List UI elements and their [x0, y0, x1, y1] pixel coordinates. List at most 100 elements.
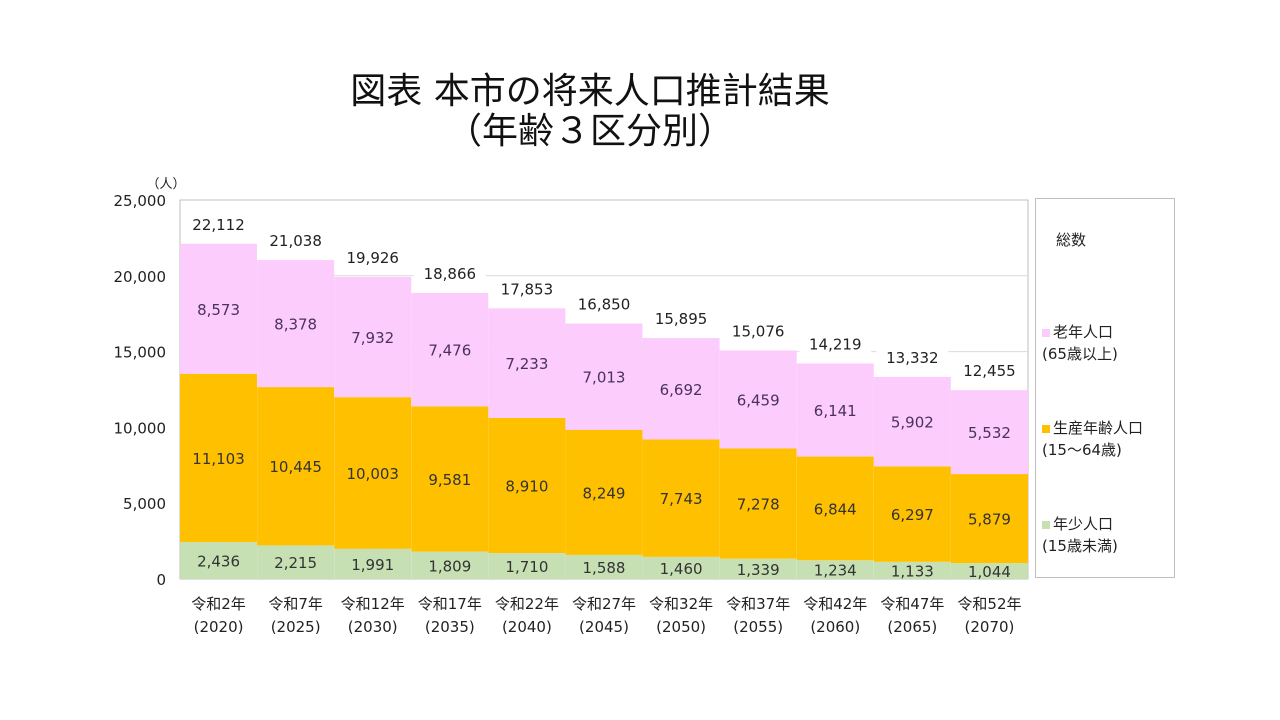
data-label: 7,233	[505, 355, 548, 373]
data-label: 1,460	[660, 560, 703, 578]
legend-label: 生産年齢人口	[1053, 419, 1144, 437]
legend-total-label: 総数	[1056, 231, 1087, 249]
data-label: 11,103	[192, 450, 245, 468]
legend-item-elderly: 老年人口 (65歳以上)	[1042, 321, 1118, 365]
chart-title-line1: 図表 本市の将来人口推計結果	[350, 71, 830, 112]
legend-sublabel: (15〜64歳)	[1042, 441, 1122, 459]
legend-sublabel: (65歳以上)	[1042, 345, 1118, 363]
bar-segment	[411, 292, 489, 407]
total-label: 15,076	[732, 322, 785, 340]
bar-segment	[642, 556, 720, 579]
data-label: 1,133	[891, 562, 934, 580]
bar-segment	[257, 545, 335, 579]
total-label: 15,895	[655, 310, 708, 328]
bar-segment	[873, 376, 951, 467]
data-label: 7,932	[351, 329, 394, 347]
bar-segment	[565, 323, 643, 430]
bar-segment	[565, 554, 643, 579]
data-label: 7,278	[737, 496, 780, 514]
bar-segment	[796, 456, 874, 561]
x-tick-sublabel: (2070)	[965, 618, 1015, 636]
data-label: 2,436	[197, 553, 240, 571]
x-tick-sublabel: (2040)	[502, 618, 552, 636]
data-label: 6,844	[814, 500, 857, 518]
data-label: 9,581	[428, 471, 471, 489]
x-tick-label: 令和2年	[191, 595, 246, 613]
total-label: 14,219	[809, 335, 862, 353]
legend-swatch-elderly	[1042, 328, 1050, 337]
bar-segment	[796, 363, 874, 457]
data-label: 1,588	[583, 559, 626, 577]
bar-segment	[873, 466, 951, 562]
bar-segment	[719, 558, 797, 579]
total-label: 16,850	[578, 296, 631, 314]
bar-segment	[642, 439, 720, 557]
bar-segment	[257, 260, 335, 388]
y-tick-label: 0	[156, 571, 166, 589]
y-tick-label: 10,000	[114, 419, 167, 437]
bar-segment	[257, 387, 335, 546]
x-tick-sublabel: (2045)	[579, 618, 629, 636]
data-label: 7,743	[660, 490, 703, 508]
total-label: 22,112	[192, 216, 245, 234]
data-label: 6,692	[660, 381, 703, 399]
x-tick-sublabel: (2060)	[810, 618, 860, 636]
total-label-bg	[182, 213, 255, 234]
bar-segment	[796, 560, 874, 579]
bar-segment	[565, 429, 643, 555]
data-label: 1,044	[968, 563, 1011, 581]
total-label: 13,332	[886, 349, 939, 367]
data-label: 1,809	[428, 557, 471, 575]
data-label: 1,710	[505, 558, 548, 576]
data-label: 6,141	[814, 402, 857, 420]
total-label: 12,455	[963, 362, 1016, 380]
x-tick-label: 令和7年	[268, 595, 323, 613]
total-label-bg	[876, 346, 949, 367]
total-label: 21,038	[269, 232, 322, 250]
y-tick-label: 25,000	[114, 192, 167, 210]
x-tick-sublabel: (2055)	[733, 618, 783, 636]
x-tick-sublabel: (2050)	[656, 618, 706, 636]
y-tick-label: 20,000	[114, 268, 167, 286]
x-tick-label: 令和27年	[572, 595, 636, 613]
y-tick-label: 5,000	[123, 495, 166, 513]
data-label: 1,234	[814, 562, 857, 580]
legend-swatch-working-age	[1042, 424, 1050, 433]
x-tick-sublabel: (2030)	[348, 618, 398, 636]
bar-segment	[488, 553, 566, 579]
bar-segment	[642, 338, 720, 440]
data-label: 8,573	[197, 301, 240, 319]
total-label-bg	[259, 230, 332, 251]
x-tick-sublabel: (2020)	[194, 618, 244, 636]
data-label: 7,476	[428, 342, 471, 360]
data-label: 7,013	[583, 369, 626, 387]
legend-sublabel: (15歳未満)	[1042, 537, 1118, 555]
total-label-bg	[722, 320, 795, 341]
bar-segment	[488, 418, 566, 554]
bar-segment	[180, 373, 258, 543]
legend-item-working-age: 生産年齢人口 (15〜64歳)	[1042, 417, 1143, 461]
legend-swatch-youth	[1042, 520, 1050, 529]
chart-title-line2: （年齢３区分別）	[445, 111, 734, 152]
bar-segment	[180, 243, 258, 374]
total-label: 18,866	[424, 265, 477, 283]
bar-segment	[334, 276, 412, 398]
legend-item-youth: 年少人口 (15歳未満)	[1042, 513, 1118, 557]
x-tick-label: 令和32年	[649, 595, 713, 613]
x-tick-label: 令和17年	[418, 595, 482, 613]
x-tick-label: 令和37年	[726, 595, 790, 613]
x-tick-sublabel: (2065)	[887, 618, 937, 636]
data-label: 8,249	[583, 484, 626, 502]
data-label: 10,003	[346, 465, 399, 483]
total-label-bg	[568, 293, 640, 314]
total-label-bg	[953, 360, 1026, 381]
x-tick-label: 令和12年	[341, 595, 405, 613]
bar-segment	[873, 561, 951, 579]
x-tick-label: 令和47年	[880, 595, 944, 613]
bar-segment	[411, 551, 489, 579]
data-label: 8,910	[505, 478, 548, 496]
total-label-bg	[645, 308, 718, 329]
total-label: 19,926	[346, 249, 399, 267]
legend-label: 年少人口	[1053, 515, 1114, 533]
